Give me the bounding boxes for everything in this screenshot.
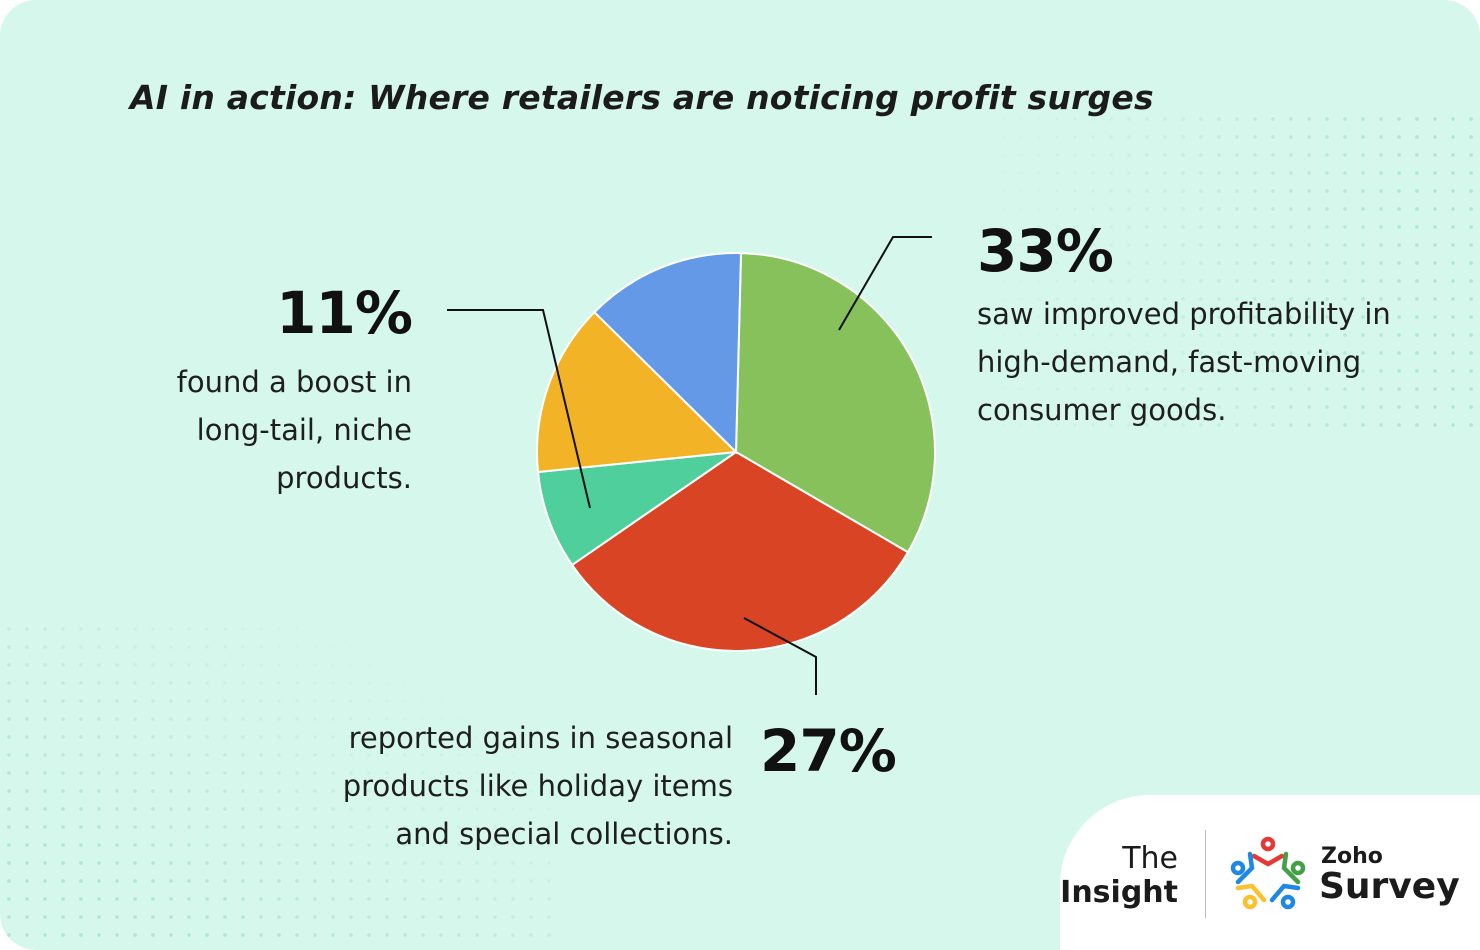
survey-label: Survey bbox=[1319, 866, 1460, 907]
pie-slice-2 bbox=[536, 451, 737, 567]
annotation-percent-33: 33% bbox=[977, 217, 1114, 285]
annotation-text-11: found a boost in long-tail, niche produc… bbox=[176, 365, 412, 495]
dot-pattern-top-right bbox=[940, 110, 1480, 440]
pie-slice-4 bbox=[592, 252, 743, 455]
annotation-percent-27: 27% bbox=[760, 717, 897, 785]
zoho-survey-people-icon bbox=[1230, 836, 1306, 910]
leader-line-11 bbox=[447, 309, 591, 509]
annotation-text-27: reported gains in seasonal products like… bbox=[342, 721, 733, 851]
brand-the-label: The bbox=[1122, 841, 1178, 876]
brand-insight-label: Insight bbox=[1060, 875, 1178, 910]
dot-pattern-bottom-left bbox=[0, 620, 560, 950]
zoho-label: Zoho bbox=[1321, 844, 1383, 869]
chart-title: AI in action: Where retailers are notici… bbox=[130, 78, 1154, 117]
pie-slice-0 bbox=[734, 252, 936, 554]
annotation-percent-11: 11% bbox=[276, 279, 413, 347]
pie-slice-1 bbox=[570, 450, 910, 652]
brand-divider bbox=[1205, 830, 1206, 918]
branding-corner bbox=[1060, 795, 1480, 950]
leader-line-33 bbox=[838, 236, 932, 331]
annotation-text-33: saw improved profitability in high-deman… bbox=[977, 297, 1391, 427]
pie-slice-3 bbox=[536, 310, 739, 474]
leader-line-27 bbox=[743, 617, 817, 695]
